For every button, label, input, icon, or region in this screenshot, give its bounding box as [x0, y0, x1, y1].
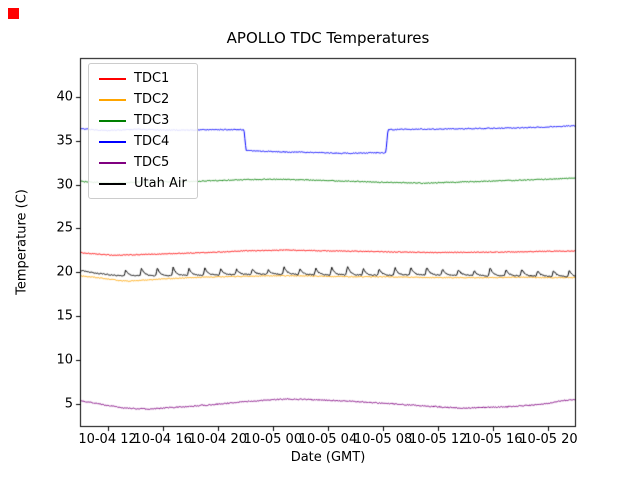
y-tick-label: 5	[64, 396, 73, 412]
y-tick-label: 25	[56, 220, 73, 236]
legend-line-swatch	[99, 77, 126, 80]
legend-item-utah-air: Utah Air	[99, 176, 187, 191]
legend-line-swatch	[99, 98, 126, 101]
y-tick-label: 20	[56, 264, 73, 280]
y-tick-label: 40	[56, 89, 73, 105]
legend-item-tdc1: TDC1	[99, 71, 187, 86]
legend-label: Utah Air	[134, 176, 187, 191]
legend-item-tdc2: TDC2	[99, 92, 187, 107]
x-tick-label: 10-04 16	[133, 432, 192, 447]
legend-line-swatch	[99, 182, 126, 185]
legend-item-tdc4: TDC4	[99, 134, 187, 149]
x-tick-label: 10-05 20	[519, 432, 578, 447]
x-tick-label: 10-05 08	[353, 432, 413, 447]
legend-label: TDC3	[134, 113, 170, 128]
y-axis-label: Temperature (C)	[14, 189, 30, 295]
legend-label: TDC2	[134, 92, 170, 107]
y-tick-label: 30	[56, 177, 73, 192]
x-tick-label: 10-05 00	[243, 432, 303, 447]
legend-line-swatch	[99, 119, 126, 122]
y-tick-label: 35	[56, 133, 73, 149]
legend-line-swatch	[99, 140, 126, 143]
x-tick-label: 10-05 12	[408, 432, 468, 447]
legend-label: TDC1	[134, 71, 170, 86]
x-tick-label: 10-04 12	[78, 432, 137, 447]
x-tick-label: 10-05 16	[464, 432, 523, 447]
x-tick-label: 10-05 04	[298, 432, 358, 447]
legend-line-swatch	[99, 161, 126, 164]
legend-item-tdc5: TDC5	[99, 155, 187, 170]
y-tick-label: 10	[56, 352, 73, 368]
x-tick-label: 10-04 20	[188, 432, 247, 447]
y-tick-label: 15	[56, 308, 73, 324]
legend: TDC1 TDC2 TDC3 TDC4 TDC5 Utah Air	[88, 63, 198, 199]
chart-title: APOLLO TDC Temperatures	[226, 29, 430, 47]
legend-label: TDC5	[134, 155, 170, 170]
legend-label: TDC4	[134, 134, 170, 149]
x-axis-label: Date (GMT)	[290, 450, 366, 465]
legend-item-tdc3: TDC3	[99, 113, 187, 128]
